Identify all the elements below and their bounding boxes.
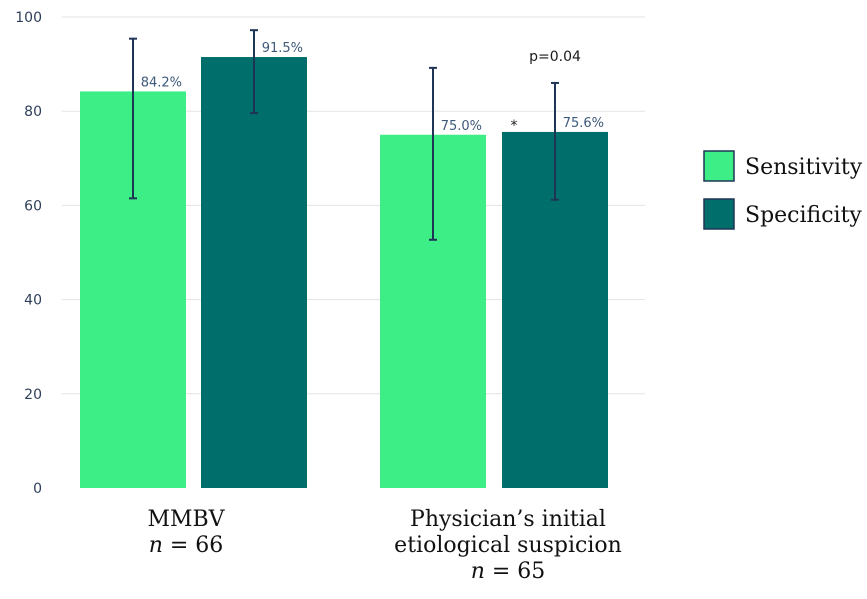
error-bars (129, 29, 559, 241)
y-tick-label: 100 (15, 10, 42, 26)
legend-swatch-sensitivity (703, 150, 735, 182)
data-label: 84.2% (141, 75, 182, 90)
data-label: 75.6% (563, 116, 604, 131)
legend-label: Sensitivity (745, 155, 863, 180)
y-tick-label: 40 (24, 293, 42, 309)
annotations: p=0.04 * (511, 49, 581, 134)
y-tick-label: 80 (24, 104, 42, 120)
group-n-label: n = 66 (149, 533, 224, 558)
y-tick-label: 20 (24, 387, 42, 403)
p-value-annotation: p=0.04 (529, 49, 581, 65)
group-label: MMBV (147, 507, 225, 532)
group-label: Physician’s initial (410, 507, 606, 532)
bars (80, 57, 608, 488)
y-tick-label: 0 (33, 481, 42, 497)
bar-specificity (201, 57, 307, 488)
legend: Sensitivity Specificity (703, 150, 863, 230)
y-tick-label: 60 (24, 198, 42, 214)
legend-swatch-specificity (703, 198, 735, 230)
y-axis-ticks: 0 20 40 60 80 100 (15, 10, 42, 497)
significance-star: * (511, 118, 518, 134)
data-labels: 84.2% 75.0% 91.5% 75.6% (141, 41, 604, 134)
data-label: 75.0% (441, 119, 482, 134)
data-label: 91.5% (262, 41, 303, 56)
legend-label: Specificity (745, 203, 862, 228)
group-label: etiological suspicion (394, 533, 622, 558)
group-n-label: n = 65 (471, 559, 546, 584)
